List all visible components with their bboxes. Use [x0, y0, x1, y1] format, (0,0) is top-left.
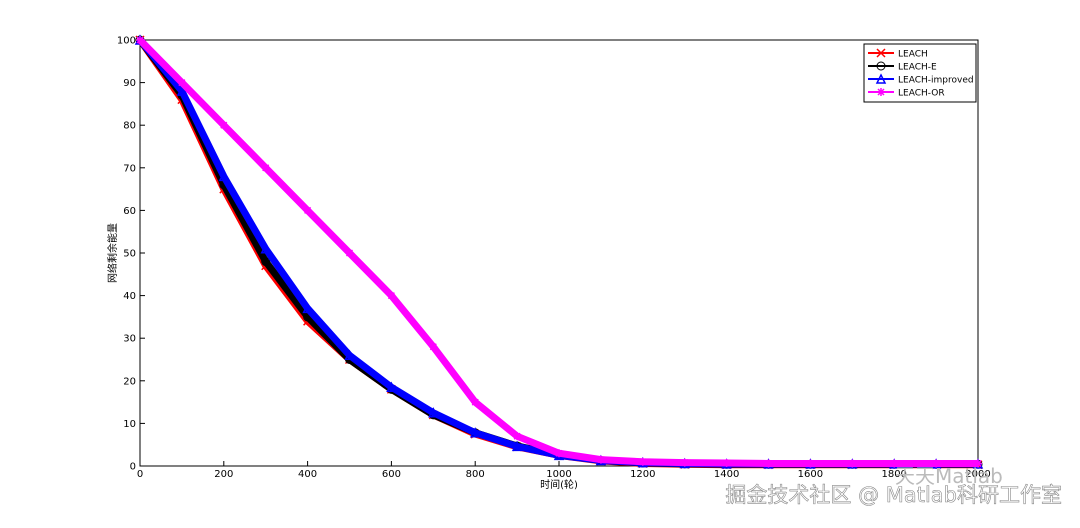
marker — [261, 257, 271, 267]
y-tick-label: 50 — [123, 249, 136, 260]
marker — [511, 440, 523, 452]
marker — [386, 381, 397, 392]
marker — [261, 163, 270, 172]
marker — [219, 121, 228, 130]
plot-frame — [139, 39, 979, 467]
marker — [932, 459, 941, 468]
y-tick-label: 40 — [123, 291, 136, 302]
marker — [638, 457, 647, 466]
marker — [555, 449, 563, 458]
marker — [680, 458, 689, 467]
plot: 0 200 400 600 800 1000 1200 1400 1600 1800 2000 0 10… — [117, 34, 991, 480]
marker — [513, 432, 522, 441]
legend-label: LEACH-OR — [898, 89, 945, 99]
marker — [806, 459, 815, 468]
marker — [218, 170, 230, 182]
watermark: 掘金技术社区 @ Matlab科研工作室 — [725, 483, 1062, 507]
x-tick-label: 0 — [137, 469, 143, 480]
legend-label: LEACH — [898, 50, 928, 60]
marker — [471, 398, 480, 407]
marker — [302, 302, 313, 314]
x-tick-label: 1400 — [714, 469, 739, 480]
marker — [260, 243, 271, 254]
marker — [764, 459, 773, 468]
y-tick-label: 20 — [123, 376, 136, 387]
marker — [877, 88, 885, 96]
y-tick-label: 30 — [123, 334, 136, 345]
x-tick-label: 800 — [466, 469, 485, 480]
x-tick-label: 1800 — [881, 469, 906, 480]
marker — [890, 459, 899, 468]
x-tick-label: 2000 — [965, 469, 990, 480]
legend-label: LEACH-improved — [898, 76, 974, 86]
marker — [345, 249, 354, 257]
legend-label: LEACH-E — [898, 63, 937, 73]
marker — [387, 291, 396, 300]
marker — [428, 407, 439, 418]
y-tick-label: 0 — [130, 462, 136, 473]
x-tick-label: 600 — [382, 469, 401, 480]
marker — [876, 61, 886, 71]
marker — [303, 206, 312, 215]
marker — [848, 459, 857, 468]
marker — [136, 36, 144, 44]
y-tick-label: 100 — [117, 36, 136, 47]
marker — [344, 349, 355, 360]
watermark: 天天Matlab — [895, 464, 1003, 488]
marker — [429, 342, 438, 351]
marker — [876, 48, 886, 58]
y-axis-label: 网络剩余能量 — [106, 223, 119, 283]
marker — [722, 459, 731, 468]
x-tick-label: 200 — [214, 469, 233, 480]
y-tick-label: 60 — [123, 206, 136, 217]
marker — [875, 73, 887, 84]
x-axis-label: 时间(轮) — [540, 478, 578, 491]
marker — [596, 455, 605, 464]
marker — [974, 459, 982, 468]
x-tick-label: 1600 — [798, 469, 823, 480]
y-tick-label: 70 — [123, 163, 136, 174]
y-tick-label: 10 — [123, 419, 136, 430]
marker — [469, 427, 481, 438]
x-tick-label: 400 — [298, 469, 317, 480]
marker — [177, 78, 186, 87]
y-tick-label: 90 — [123, 78, 136, 89]
y-tick-label: 80 — [123, 121, 136, 132]
x-tick-label: 1200 — [630, 469, 655, 480]
x-tick-label: 1000 — [546, 469, 571, 480]
marker — [176, 85, 188, 96]
